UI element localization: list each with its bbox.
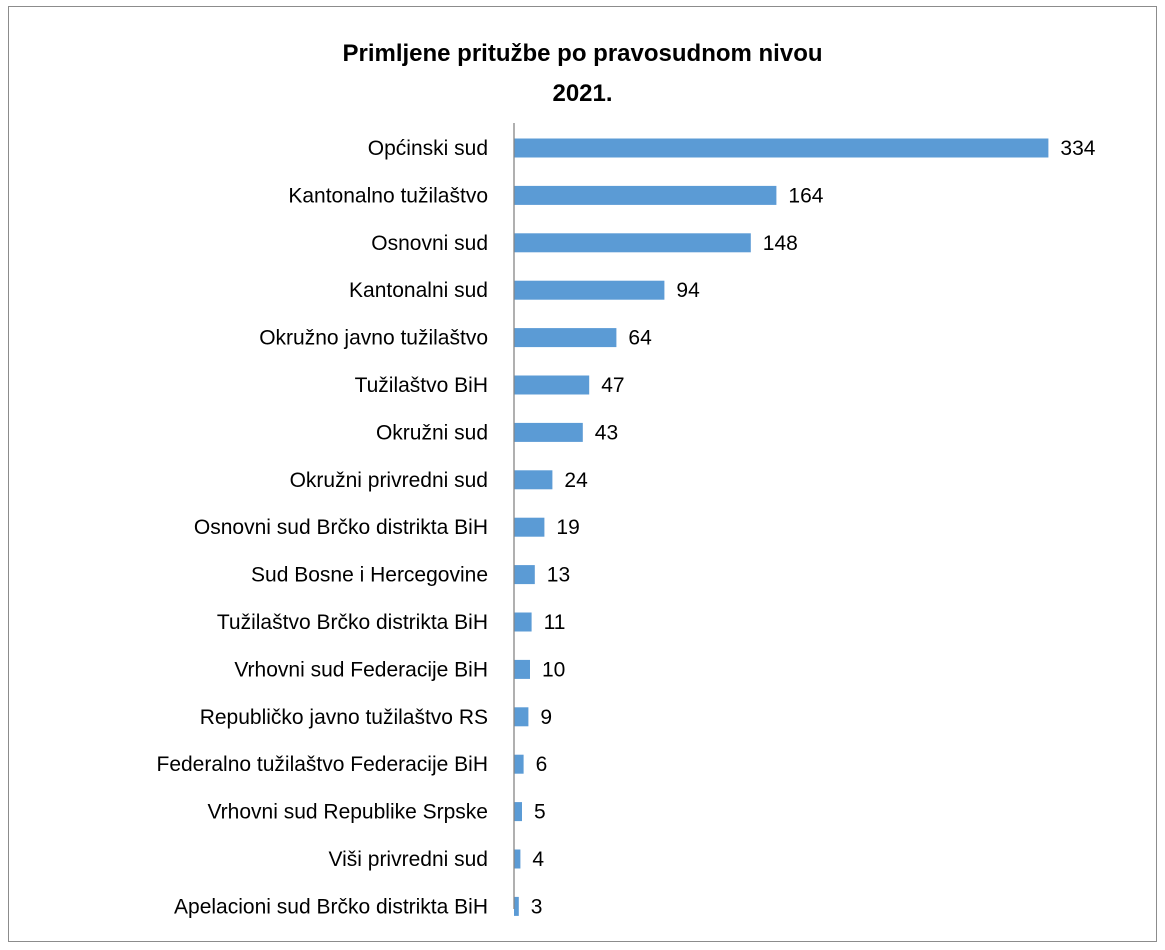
category-label: Apelacioni sud Brčko distrikta BiH (174, 895, 488, 918)
category-label: Osnovni sud (371, 232, 488, 255)
data-label: 148 (763, 232, 798, 255)
bar (514, 517, 545, 537)
category-label: Kantonalni sud (349, 279, 488, 302)
category-label: Republičko javno tužilaštvo RS (200, 706, 488, 729)
chart-title-line2: 2021. (552, 80, 613, 107)
category-label: Viši privredni sud (328, 848, 488, 871)
bar (514, 659, 530, 679)
chart-frame (8, 6, 1157, 942)
data-label: 43 (595, 421, 618, 444)
data-label: 6 (536, 753, 548, 776)
bar (514, 422, 583, 442)
chart-title-line1: Primljene pritužbe po pravosudnom nivou (342, 40, 823, 67)
bar (514, 328, 617, 348)
data-label: 9 (540, 706, 552, 729)
data-label: 11 (544, 611, 566, 634)
bar (514, 375, 590, 395)
category-label: Okružni sud (376, 421, 488, 444)
category-label: Federalno tužilaštvo Federacije BiH (157, 753, 489, 776)
bars-layer (514, 138, 1049, 916)
data-label: 10 (542, 658, 565, 681)
bar (514, 138, 1049, 158)
category-label: Kantonalno tužilaštvo (288, 184, 488, 207)
bar (514, 802, 522, 822)
labels-layer: Općinski sud 334 Kantonalno tužilaštvo 164 O… (157, 137, 1096, 918)
category-label: Općinski sud (368, 137, 488, 160)
data-label: 13 (547, 564, 570, 587)
bar (514, 185, 777, 205)
category-label: Osnovni sud Brčko distrikta BiH (194, 516, 488, 539)
bar (514, 565, 535, 585)
bar (514, 896, 519, 916)
bar (514, 280, 665, 300)
data-label: 5 (534, 801, 546, 824)
bar (514, 849, 521, 869)
category-label: Okružni privredni sud (290, 469, 488, 492)
data-label: 4 (532, 848, 544, 871)
bar (514, 707, 529, 727)
bar (514, 470, 553, 490)
data-label: 19 (556, 516, 579, 539)
category-label: Tužilaštvo Brčko distrikta BiH (217, 611, 488, 634)
category-label: Sud Bosne i Hercegovine (251, 564, 488, 587)
chart-title: Primljene pritužbe po pravosudnom nivou … (0, 34, 1165, 114)
data-label: 47 (601, 374, 624, 397)
data-label: 94 (676, 279, 700, 302)
category-label: Tužilaštvo BiH (355, 374, 488, 397)
data-label: 3 (531, 895, 543, 918)
data-label: 334 (1060, 137, 1095, 160)
category-label: Okružno javno tužilaštvo (259, 327, 488, 350)
category-label: Vrhovni sud Republike Srpske (207, 801, 488, 824)
bar (514, 612, 532, 632)
bar (514, 754, 524, 774)
data-label: 64 (628, 327, 652, 350)
category-label: Vrhovni sud Federacije BiH (234, 658, 488, 681)
bar (514, 233, 751, 253)
data-label: 24 (564, 469, 588, 492)
data-label: 164 (788, 184, 823, 207)
